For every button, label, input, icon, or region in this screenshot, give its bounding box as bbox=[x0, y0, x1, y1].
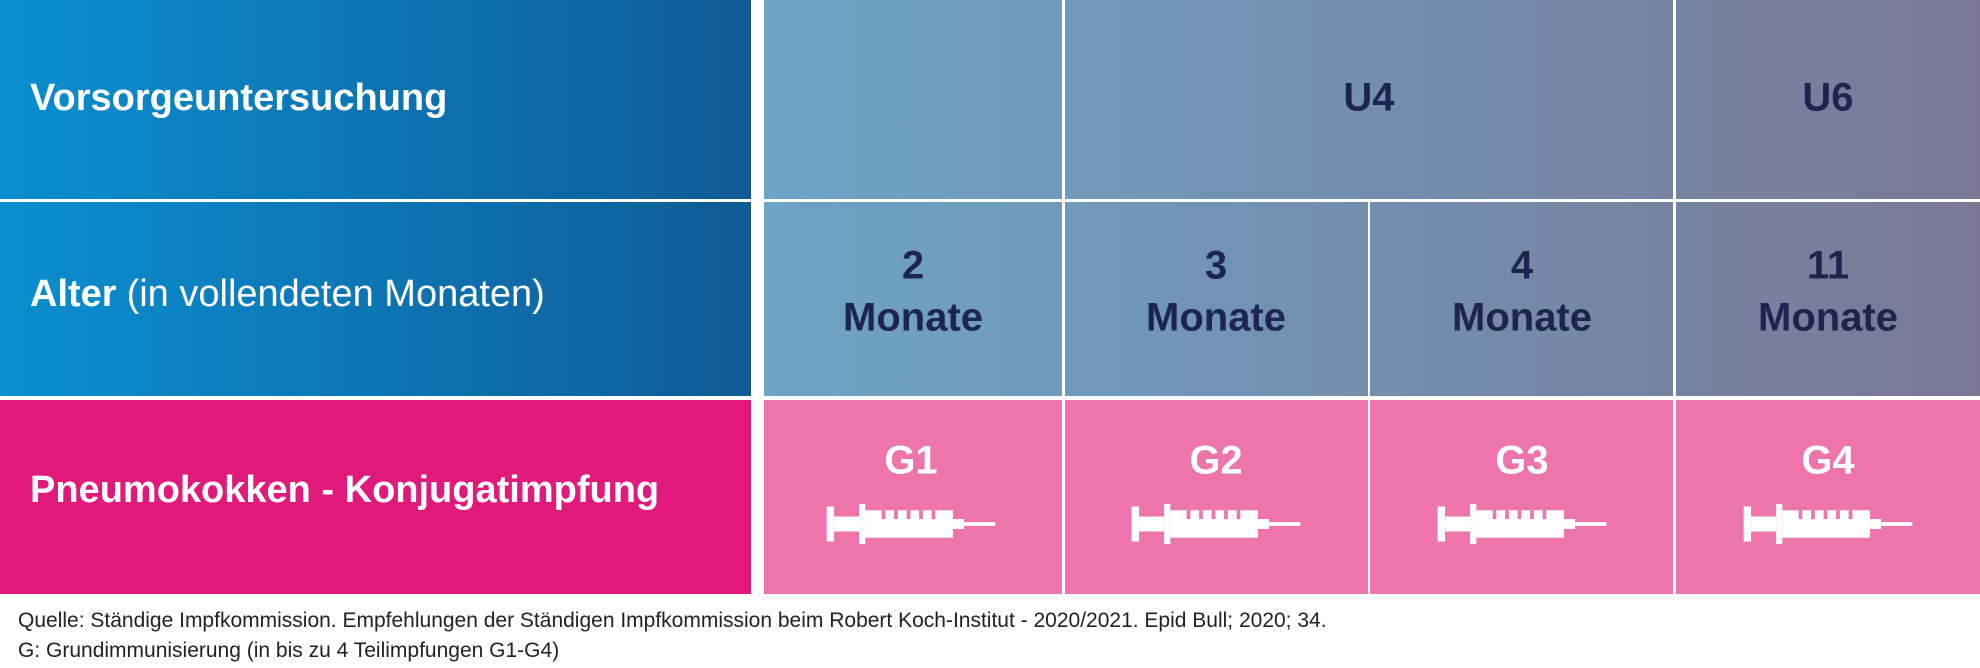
exam-label: U6 bbox=[1802, 76, 1853, 120]
row-label-bold: Alter bbox=[30, 273, 117, 315]
source-note: Quelle: Ständige Impfkommission. Empfehl… bbox=[18, 609, 1327, 632]
row-label: Alter (in vollendeten Monaten) bbox=[30, 273, 545, 315]
dose-cell bbox=[1370, 400, 1673, 594]
grid-bg bbox=[764, 0, 1980, 396]
age-number: 3 bbox=[1205, 244, 1227, 288]
row-header-bg bbox=[0, 202, 751, 396]
divider bbox=[764, 199, 1980, 202]
age-number: 11 bbox=[1807, 244, 1849, 288]
age-unit: Monate bbox=[843, 296, 983, 340]
footnote: G: Grundimmunisierung (in bis zu 4 Teili… bbox=[18, 639, 559, 662]
dose-cell bbox=[1676, 400, 1980, 594]
divider bbox=[1673, 0, 1676, 396]
age-unit: Monate bbox=[1146, 296, 1286, 340]
row-label: Vorsorgeuntersuchung bbox=[30, 77, 447, 119]
age-number: 2 bbox=[902, 244, 924, 288]
age-number: 4 bbox=[1511, 244, 1534, 288]
age-unit: Monate bbox=[1758, 296, 1898, 340]
row-header-bg bbox=[0, 400, 751, 594]
age-unit: Monate bbox=[1452, 296, 1592, 340]
dose-cell bbox=[764, 400, 1062, 594]
dose-label: G2 bbox=[1189, 439, 1242, 483]
dose-label: G4 bbox=[1801, 439, 1855, 483]
dose-label: G3 bbox=[1495, 439, 1548, 483]
dose-label: G1 bbox=[884, 439, 937, 483]
row-header-bg bbox=[0, 0, 751, 199]
divider bbox=[1368, 202, 1370, 396]
dose-cell bbox=[1065, 400, 1368, 594]
divider bbox=[1062, 0, 1065, 396]
exam-label: U4 bbox=[1343, 76, 1395, 120]
row-label-note: (in vollendeten Monaten) bbox=[127, 273, 545, 315]
row-label: Pneumokokken - Konjugatimpfung bbox=[30, 469, 659, 511]
